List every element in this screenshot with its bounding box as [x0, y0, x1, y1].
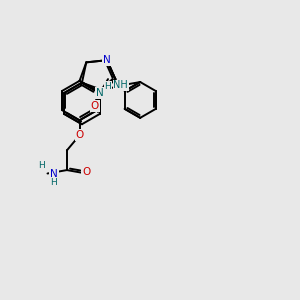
- Text: H: H: [104, 82, 111, 91]
- Text: O: O: [82, 167, 91, 177]
- Text: N: N: [50, 169, 58, 178]
- Text: H: H: [51, 178, 57, 187]
- Text: H: H: [38, 161, 44, 170]
- Text: NH: NH: [113, 80, 128, 91]
- Text: O: O: [91, 101, 99, 111]
- Text: N: N: [96, 88, 104, 98]
- Text: O: O: [75, 130, 84, 140]
- Text: N: N: [103, 55, 111, 65]
